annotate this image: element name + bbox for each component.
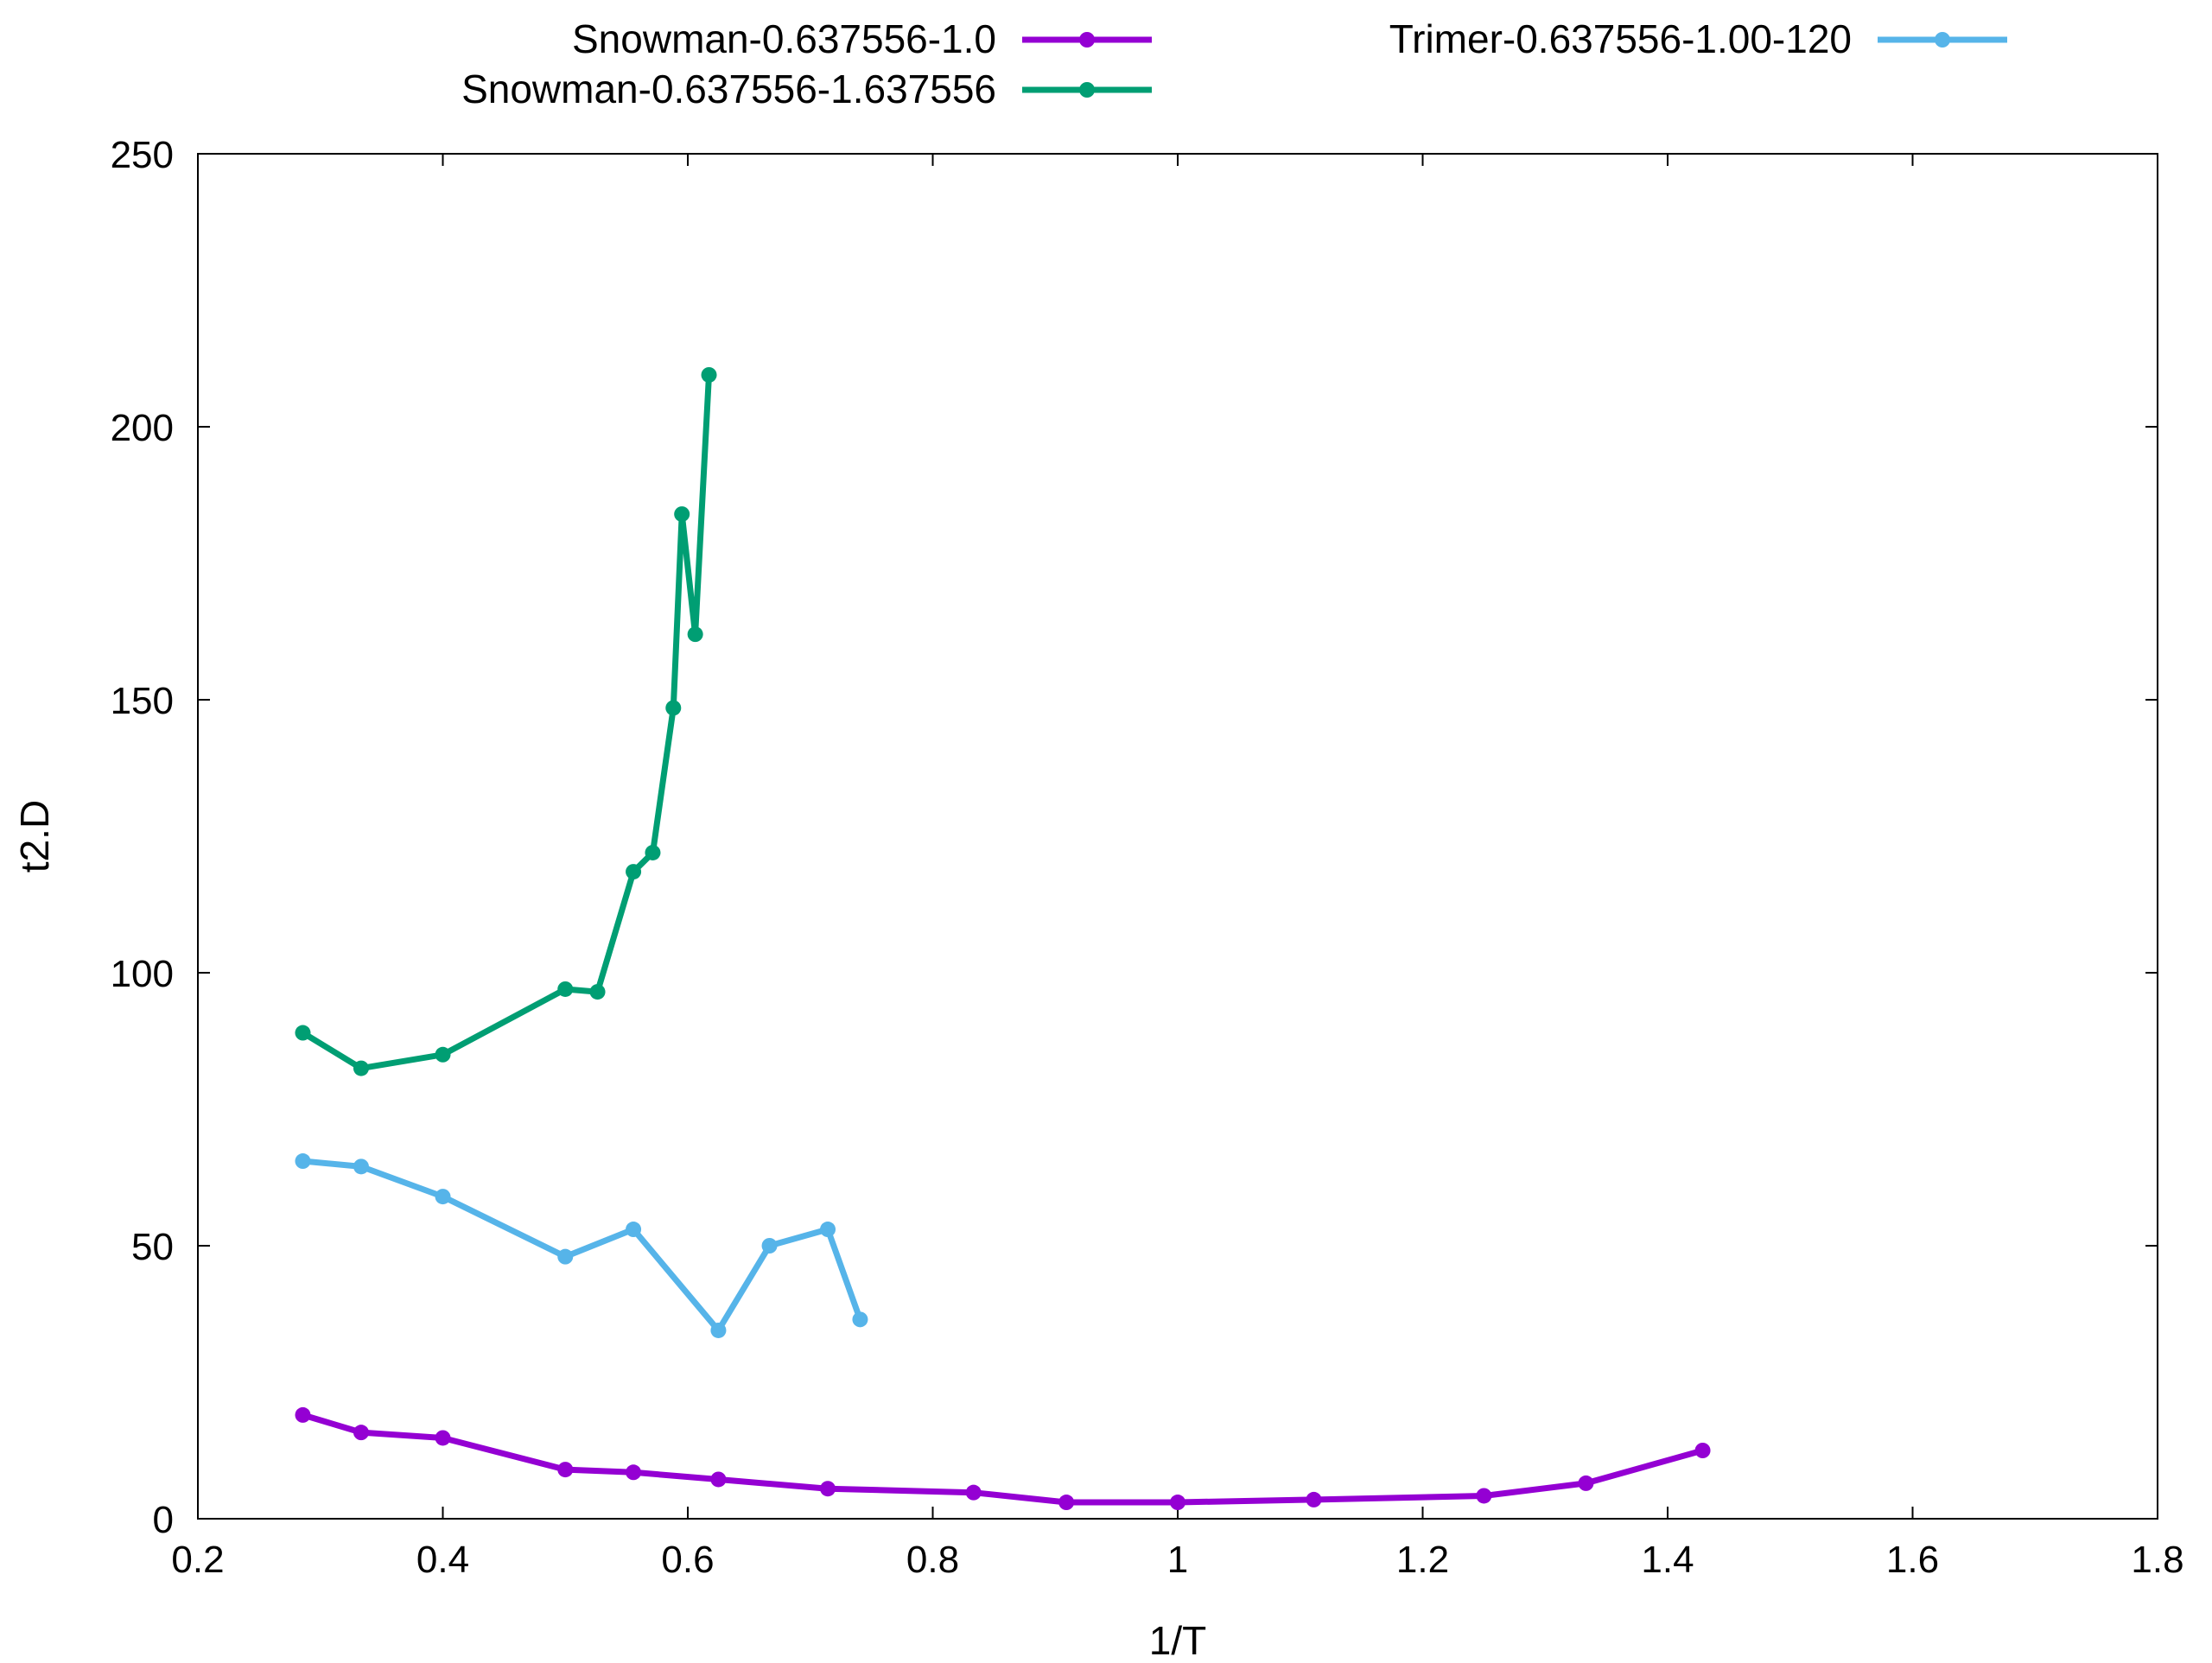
legend-marker-2 bbox=[1935, 32, 1950, 48]
x-tick-label: 1.6 bbox=[1886, 1539, 1939, 1581]
x-tick-label: 0.8 bbox=[906, 1539, 959, 1581]
legend-marker-0 bbox=[1079, 32, 1095, 48]
x-tick-label: 0.2 bbox=[171, 1539, 224, 1581]
y-tick-label: 0 bbox=[153, 1499, 174, 1541]
data-point-1 bbox=[645, 844, 661, 860]
y-tick-label: 250 bbox=[111, 134, 174, 176]
x-tick-label: 0.4 bbox=[416, 1539, 469, 1581]
data-point-1 bbox=[557, 981, 574, 997]
legend-label-1: Snowman-0.637556-1.637556 bbox=[461, 67, 996, 111]
series-line-0 bbox=[302, 1412, 1704, 1506]
data-point-1 bbox=[295, 1025, 311, 1041]
y-tick-label: 150 bbox=[111, 680, 174, 722]
data-point-2 bbox=[820, 1222, 836, 1238]
data-point-0 bbox=[710, 1471, 727, 1488]
data-point-1 bbox=[353, 1060, 369, 1076]
y-tick-label: 50 bbox=[131, 1226, 174, 1268]
data-point-0 bbox=[1694, 1443, 1711, 1458]
data-point-1 bbox=[626, 864, 642, 880]
data-point-1 bbox=[674, 506, 690, 523]
x-tick-label: 1.8 bbox=[2131, 1539, 2183, 1581]
series-layer bbox=[295, 366, 1711, 1511]
axis-ticks: 0.2 0.4 0.6 0.8 1 1.2 1.4 1.6 1.8 0 50 100 150 200 250 bbox=[111, 134, 2184, 1581]
data-point-0 bbox=[626, 1464, 642, 1481]
y-axis-label: t2.D bbox=[12, 800, 57, 873]
series-line-1 bbox=[301, 374, 712, 1072]
data-point-1 bbox=[701, 366, 717, 383]
legend-label-0: Snowman-0.637556-1.0 bbox=[572, 16, 996, 61]
data-point-0 bbox=[1306, 1491, 1322, 1507]
plot-frame bbox=[197, 153, 2158, 1520]
data-point-2 bbox=[852, 1311, 868, 1328]
legend-label-2: Trimer-0.637556-1.00-120 bbox=[1389, 16, 1852, 61]
data-point-0 bbox=[435, 1430, 451, 1446]
data-point-2 bbox=[435, 1189, 451, 1205]
data-point-1 bbox=[435, 1046, 451, 1063]
y-tick-label: 200 bbox=[111, 407, 174, 449]
data-point-2 bbox=[626, 1222, 642, 1238]
legend: Snowman-0.637556-1.0 Snowman-0.637556-1.6… bbox=[461, 16, 2007, 111]
data-point-2 bbox=[710, 1322, 727, 1338]
data-point-1 bbox=[589, 984, 606, 1000]
data-point-0 bbox=[1578, 1475, 1594, 1491]
data-point-2 bbox=[557, 1248, 574, 1265]
data-point-0 bbox=[820, 1481, 836, 1497]
data-point-0 bbox=[1058, 1495, 1075, 1511]
data-point-0 bbox=[1476, 1488, 1492, 1504]
data-point-0 bbox=[295, 1406, 311, 1423]
legend-marker-1 bbox=[1079, 82, 1095, 98]
data-point-0 bbox=[965, 1484, 982, 1501]
data-point-0 bbox=[557, 1462, 574, 1478]
x-axis-label: 1/T bbox=[1149, 1618, 1206, 1659]
x-tick-label: 1.2 bbox=[1396, 1539, 1449, 1581]
data-point-1 bbox=[687, 626, 703, 643]
data-point-2 bbox=[295, 1153, 311, 1170]
data-point-0 bbox=[353, 1425, 369, 1441]
data-point-2 bbox=[353, 1158, 369, 1175]
data-point-1 bbox=[665, 700, 682, 716]
x-tick-label: 0.6 bbox=[661, 1539, 714, 1581]
data-point-2 bbox=[761, 1238, 778, 1254]
y-tick-label: 100 bbox=[111, 953, 174, 995]
x-tick-label: 1.4 bbox=[1641, 1539, 1694, 1581]
x-tick-label: 1 bbox=[1167, 1539, 1188, 1581]
data-point-0 bbox=[1170, 1495, 1185, 1511]
